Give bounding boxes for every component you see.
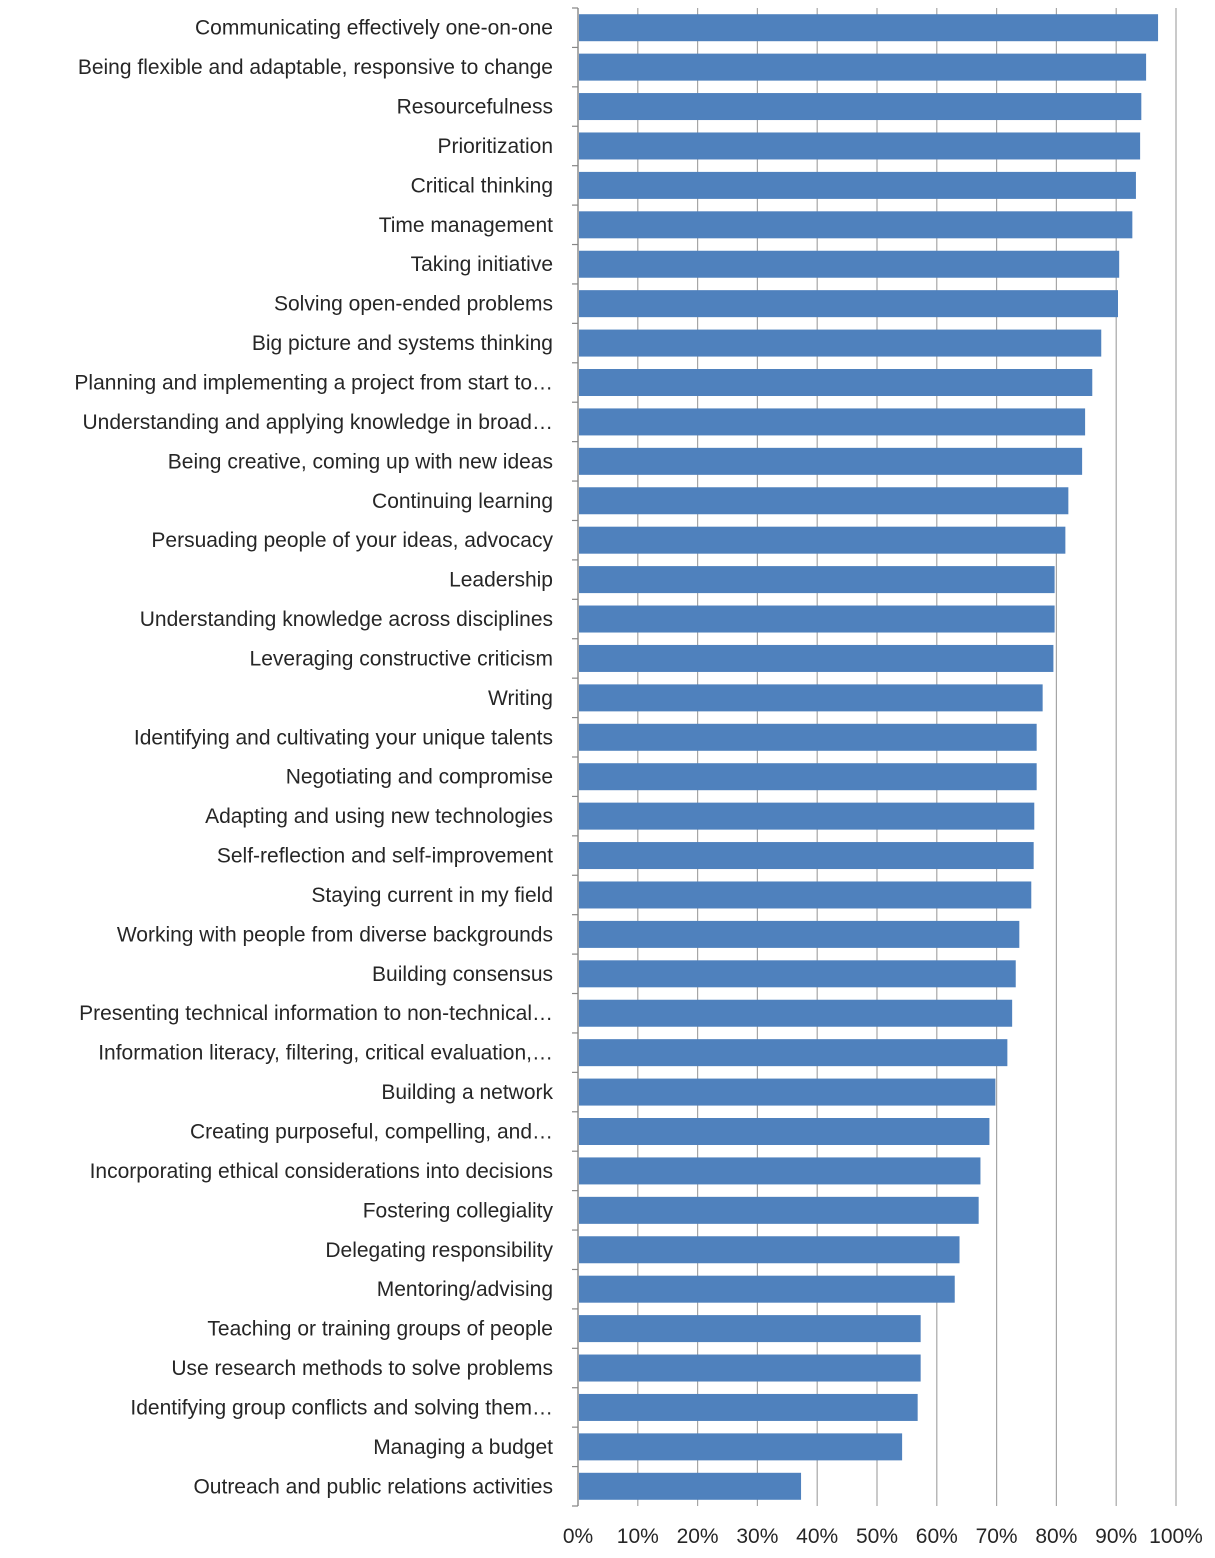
category-label: Self-reflection and self-improvement [217, 845, 553, 868]
category-label: Building consensus [372, 963, 553, 986]
x-tick-label: 70% [976, 1525, 1018, 1548]
bar [579, 566, 1055, 594]
bar [579, 526, 1066, 554]
bar [579, 329, 1102, 357]
bar [579, 132, 1141, 160]
x-tick-label: 20% [677, 1525, 719, 1548]
category-label: Solving open-ended problems [274, 293, 553, 316]
x-tick-label: 90% [1095, 1525, 1137, 1548]
category-label: Building a network [381, 1081, 553, 1104]
category-label: Leadership [449, 569, 553, 592]
category-label: Mentoring/advising [377, 1278, 553, 1301]
category-label: Understanding knowledge across disciplin… [140, 608, 553, 631]
bar [579, 960, 1016, 988]
bar [579, 1354, 921, 1382]
bar [579, 171, 1136, 199]
bar [579, 487, 1069, 515]
bar [579, 605, 1055, 633]
x-tick-label: 50% [856, 1525, 898, 1548]
bar [579, 369, 1093, 396]
category-label: Writing [488, 687, 553, 710]
category-label: Adapting and using new technologies [205, 805, 553, 828]
bar [579, 290, 1118, 318]
bar [579, 1157, 981, 1185]
x-tick-label: 30% [736, 1525, 778, 1548]
bar [579, 1472, 802, 1500]
category-label: Time management [379, 214, 553, 237]
category-label: Identifying and cultivating your unique … [134, 726, 553, 749]
x-tick-label: 0% [563, 1525, 593, 1548]
category-label: Staying current in my field [311, 884, 553, 907]
category-labels: Communicating effectively one-on-one Bein… [74, 17, 553, 1499]
category-label: Continuing learning [372, 490, 553, 513]
bar [579, 14, 1159, 42]
category-label: Presenting technical information to non-… [79, 1002, 553, 1025]
bar [579, 1433, 903, 1461]
x-tick-label: 80% [1035, 1525, 1077, 1548]
bar [579, 1078, 996, 1106]
category-label: Prioritization [437, 135, 553, 158]
x-tick-labels: 0% 10% 20% 30% 40% 50% 60% 70% 80% 90% 100% [563, 1525, 1203, 1548]
category-label: Information literacy, filtering, critica… [98, 1042, 553, 1065]
bar [579, 802, 1035, 830]
category-label: Leveraging constructive criticism [250, 647, 553, 670]
bar [579, 842, 1034, 870]
x-tick-label: 100% [1149, 1525, 1203, 1548]
bar [579, 250, 1120, 278]
bar [579, 763, 1037, 791]
category-label: Delegating responsibility [325, 1239, 553, 1262]
category-label: Negotiating and compromise [286, 766, 553, 789]
bar [579, 1236, 960, 1264]
category-label: Managing a budget [373, 1436, 553, 1459]
bar [579, 723, 1037, 751]
bar [579, 53, 1147, 81]
bar [579, 644, 1054, 672]
category-label: Persuading people of your ideas, advocac… [151, 529, 553, 552]
category-axis [572, 7, 579, 1507]
category-label: Teaching or training groups of people [207, 1318, 553, 1341]
x-tick-label: 10% [617, 1525, 659, 1548]
category-label: Communicating effectively one-on-one [195, 17, 553, 40]
category-label: Being flexible and adaptable, responsive… [78, 56, 553, 79]
x-tick-label: 60% [916, 1525, 958, 1548]
category-label: Use research methods to solve problems [171, 1357, 553, 1380]
category-label: Taking initiative [411, 253, 553, 276]
category-label: Incorporating ethical considerations int… [90, 1160, 553, 1183]
bars [579, 14, 1159, 1500]
bar [579, 881, 1032, 909]
bar [579, 1275, 955, 1303]
category-label: Outreach and public relations activities [193, 1475, 553, 1498]
category-label: Resourcefulness [397, 96, 553, 119]
category-label: Fostering collegiality [363, 1199, 554, 1222]
category-label: Identifying group conflicts and solving … [130, 1396, 553, 1419]
category-label: Big picture and systems thinking [252, 332, 553, 355]
bar [579, 1039, 1008, 1067]
bar [579, 684, 1043, 712]
category-label: Creating purposeful, compelling, and… [190, 1121, 553, 1144]
category-label: Planning and implementing a project from… [74, 372, 553, 395]
bar [579, 408, 1086, 436]
bar [579, 1118, 990, 1145]
x-tick-label: 40% [796, 1525, 838, 1548]
bar [579, 1393, 918, 1421]
category-label: Being creative, coming up with new ideas [168, 450, 553, 473]
category-label: Critical thinking [411, 174, 553, 197]
category-label: Working with people from diverse backgro… [117, 923, 553, 946]
bar [579, 999, 1013, 1027]
bar [579, 920, 1020, 948]
bar [579, 447, 1083, 475]
bar [579, 93, 1142, 121]
bar [579, 211, 1133, 239]
bar [579, 1196, 979, 1224]
category-label: Understanding and applying knowledge in … [83, 411, 554, 434]
bar [579, 1315, 921, 1343]
